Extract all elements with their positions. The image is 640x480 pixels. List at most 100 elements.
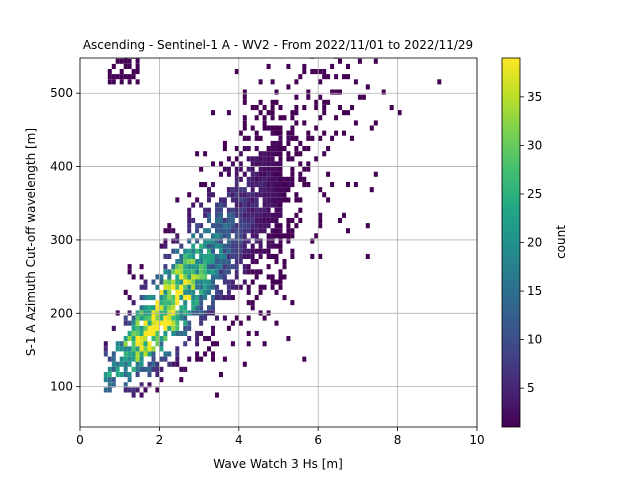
heatmap-cell: [294, 192, 299, 198]
heatmap-cell: [306, 94, 311, 100]
heatmap-cell: [238, 233, 243, 239]
heatmap-cell: [211, 325, 215, 331]
heatmap-cell: [123, 58, 128, 64]
heatmap-cell: [274, 99, 279, 105]
heatmap-cell: [346, 182, 350, 188]
heatmap-cell: [203, 182, 208, 188]
heatmap-cell: [258, 110, 263, 116]
heatmap-cell: [171, 228, 176, 234]
heatmap-cell: [195, 305, 200, 311]
heatmap-cell: [298, 207, 303, 213]
heatmap-cell: [139, 274, 144, 280]
heatmap-cell: [179, 259, 184, 265]
heatmap-cell: [346, 63, 350, 69]
heatmap-cell: [270, 125, 275, 131]
heatmap-cell: [322, 151, 327, 157]
heatmap-cell: [282, 187, 287, 193]
heatmap-cell: [242, 217, 247, 223]
heatmap-cell: [266, 176, 271, 182]
heatmap-cell: [242, 192, 247, 198]
heatmap-cell: [191, 202, 196, 208]
heatmap-cell: [151, 315, 156, 321]
heatmap-cell: [123, 63, 128, 69]
heatmap-cell: [147, 320, 152, 326]
heatmap-cell: [163, 264, 168, 270]
heatmap-cell: [183, 330, 188, 336]
heatmap-cell: [282, 197, 287, 203]
heatmap-cell: [191, 284, 196, 290]
heatmap-cell: [187, 356, 192, 362]
heatmap-cell: [171, 248, 176, 254]
heatmap-cell: [219, 248, 223, 254]
heatmap-cell: [171, 330, 176, 336]
heatmap-cell: [171, 315, 176, 321]
heatmap-cell: [219, 223, 223, 229]
heatmap-cell: [234, 187, 239, 193]
heatmap-cell: [322, 74, 327, 80]
heatmap-cell: [215, 207, 219, 213]
heatmap-cell: [326, 99, 331, 105]
heatmap-cell: [187, 279, 192, 285]
heatmap-cell: [274, 197, 279, 203]
heatmap-cell: [155, 372, 160, 378]
heatmap-cell: [123, 366, 128, 372]
heatmap-cell: [175, 289, 180, 295]
heatmap-cell: [222, 202, 227, 208]
heatmap-cell: [135, 69, 140, 75]
heatmap-cell: [179, 264, 184, 270]
heatmap-cell: [294, 105, 299, 111]
heatmap-cell: [115, 366, 120, 372]
heatmap-cell: [246, 289, 251, 295]
heatmap-cell: [254, 105, 259, 111]
heatmap-cell: [234, 274, 239, 280]
heatmap-cell: [111, 377, 116, 383]
heatmap-cell: [369, 125, 374, 131]
heatmap-cell: [167, 351, 172, 357]
heatmap-cell: [175, 274, 180, 280]
heatmap-cell: [322, 130, 327, 136]
heatmap-cell: [171, 269, 176, 275]
heatmap-cell: [266, 207, 271, 213]
heatmap-cell: [258, 176, 263, 182]
heatmap-cell: [274, 202, 279, 208]
heatmap-cell: [270, 140, 275, 146]
heatmap-cell: [199, 259, 204, 265]
heatmap-cell: [242, 99, 247, 105]
heatmap-cell: [183, 253, 188, 259]
heatmap-cell: [139, 330, 144, 336]
heatmap-cell: [203, 295, 208, 301]
heatmap-cell: [266, 217, 271, 223]
heatmap-cell: [246, 330, 251, 336]
heatmap-cell: [262, 182, 267, 188]
heatmap-cell: [234, 233, 239, 239]
heatmap-cell: [278, 171, 283, 177]
heatmap-cell: [143, 341, 148, 347]
heatmap-cell: [211, 264, 215, 270]
heatmap-cell: [270, 197, 275, 203]
heatmap-cell: [199, 202, 204, 208]
heatmap-cell: [207, 187, 211, 193]
plot-frame: [79, 57, 478, 428]
heatmap-cell: [147, 382, 152, 388]
heatmap-cell: [143, 295, 148, 301]
heatmap-cell: [183, 315, 188, 321]
heatmap-cell: [119, 79, 124, 85]
heatmap-cell: [242, 228, 247, 234]
heatmap-cell: [226, 223, 231, 229]
heatmap-cell: [203, 279, 208, 285]
heatmap-cell: [373, 120, 378, 126]
heatmap-cell: [266, 212, 271, 218]
heatmap-cell: [290, 171, 295, 177]
heatmap-cell: [314, 99, 319, 105]
heatmap-cell: [226, 207, 231, 213]
heatmap-cell: [246, 212, 251, 218]
heatmap-cell: [306, 166, 311, 172]
heatmap-cell: [230, 320, 235, 326]
heatmap-cell: [254, 192, 259, 198]
heatmap-cell: [258, 223, 263, 229]
heatmap-cell: [207, 253, 211, 259]
heatmap-cell: [155, 325, 160, 331]
heatmap-cell: [250, 279, 255, 285]
heatmap-cell: [199, 356, 204, 362]
heatmap-cell: [342, 110, 346, 116]
